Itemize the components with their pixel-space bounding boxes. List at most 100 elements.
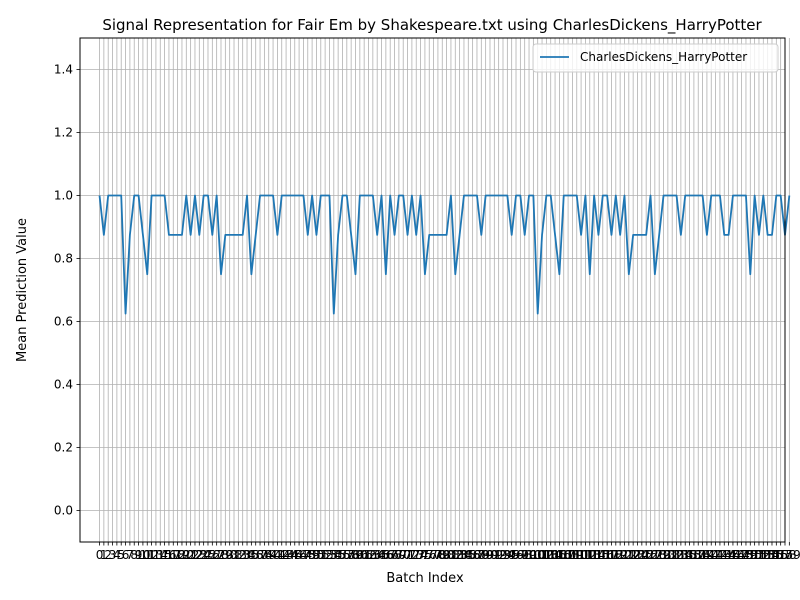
x-tick-label: 86 bbox=[465, 548, 480, 562]
x-tick-label: 138 bbox=[687, 548, 710, 562]
x-tick-label: 77 bbox=[426, 548, 441, 562]
x-tick-label: 49 bbox=[304, 548, 319, 562]
x-tick-label: 33 bbox=[235, 548, 250, 562]
x-tick-label: 27 bbox=[209, 548, 224, 562]
x-tick-label: 119 bbox=[604, 548, 627, 562]
x-tick-label: 67 bbox=[383, 548, 398, 562]
x-tick-label: 103 bbox=[535, 548, 558, 562]
plot-frame bbox=[79, 37, 786, 543]
y-ticks: 0.0 0.2 0.4 0.6 0.8 1.0 1.2 1.4 bbox=[54, 63, 80, 518]
x-tick-label: 133 bbox=[665, 548, 688, 562]
x-tick-label: 134 bbox=[669, 548, 692, 562]
x-tick-label: 19 bbox=[174, 548, 189, 562]
x-tick-label: 6 bbox=[122, 548, 130, 562]
x-tick-label: 56 bbox=[335, 548, 350, 562]
x-tick-label: 72 bbox=[404, 548, 419, 562]
x-tick-label: 144 bbox=[713, 548, 736, 562]
x-tick-label: 44 bbox=[283, 548, 298, 562]
x-tick-label: 64 bbox=[370, 548, 385, 562]
x-tick-label: 127 bbox=[639, 548, 662, 562]
x-tick-label: 157 bbox=[769, 548, 792, 562]
x-tick-label: 37 bbox=[252, 548, 267, 562]
x-tick-label: 94 bbox=[500, 548, 515, 562]
y-tick-label: 1.0 bbox=[54, 189, 73, 203]
x-tick-label: 43 bbox=[278, 548, 293, 562]
x-tick-label: 76 bbox=[422, 548, 437, 562]
x-tick-label: 153 bbox=[752, 548, 775, 562]
x-tick-label: 7 bbox=[126, 548, 134, 562]
x-tick-label: 152 bbox=[748, 548, 771, 562]
y-tick-label: 1.4 bbox=[54, 63, 73, 77]
x-tick-label: 75 bbox=[417, 548, 432, 562]
x-tick-label: 114 bbox=[583, 548, 606, 562]
x-tick-label: 111 bbox=[570, 548, 593, 562]
x-tick-label: 101 bbox=[526, 548, 549, 562]
x-tick-label: 15 bbox=[157, 548, 172, 562]
x-tick-label: 31 bbox=[226, 548, 241, 562]
x-tick-label: 41 bbox=[270, 548, 285, 562]
x-tick-label: 8 bbox=[130, 548, 138, 562]
x-tick-label: 71 bbox=[400, 548, 415, 562]
x-tick-label: 135 bbox=[674, 548, 697, 562]
x-tick-label: 20 bbox=[179, 548, 194, 562]
x-tick-label: 107 bbox=[552, 548, 575, 562]
x-tick-label: 89 bbox=[478, 548, 493, 562]
y-axis-label: Mean Prediction Value bbox=[15, 218, 30, 362]
x-tick-label: 120 bbox=[609, 548, 632, 562]
x-tick-label: 47 bbox=[296, 548, 311, 562]
x-tick-label: 126 bbox=[635, 548, 658, 562]
x-tick-label: 36 bbox=[248, 548, 263, 562]
x-tick-label: 109 bbox=[561, 548, 584, 562]
y-gridlines bbox=[80, 69, 785, 511]
x-tick-label: 13 bbox=[148, 548, 163, 562]
x-tick-label: 149 bbox=[735, 548, 758, 562]
x-tick-label: 48 bbox=[300, 548, 315, 562]
x-tick-label: 137 bbox=[682, 548, 705, 562]
x-tick-label: 108 bbox=[557, 548, 580, 562]
x-tick-label: 136 bbox=[678, 548, 701, 562]
x-tick-label: 70 bbox=[396, 548, 411, 562]
x-tick-label: 112 bbox=[574, 548, 597, 562]
x-tick-label: 65 bbox=[374, 548, 389, 562]
x-tick-label: 59 bbox=[348, 548, 363, 562]
x-tick-label: 132 bbox=[661, 548, 684, 562]
x-tick-label: 4 bbox=[113, 548, 121, 562]
x-tick-label: 81 bbox=[443, 548, 458, 562]
x-tick-label: 26 bbox=[205, 548, 220, 562]
x-tick-label: 28 bbox=[213, 548, 228, 562]
x-tick-label: 116 bbox=[591, 548, 614, 562]
y-tick-label: 0.4 bbox=[54, 378, 73, 392]
x-tick-label: 11 bbox=[140, 548, 155, 562]
x-tick-label: 42 bbox=[274, 548, 289, 562]
x-tick-label: 123 bbox=[622, 548, 645, 562]
x-tick-label: 105 bbox=[544, 548, 567, 562]
x-tick-label: 121 bbox=[613, 548, 636, 562]
x-tick-label: 156 bbox=[765, 548, 788, 562]
x-tick-label: 141 bbox=[700, 548, 723, 562]
x-tick-label: 92 bbox=[491, 548, 506, 562]
y-tick-label: 0.8 bbox=[54, 252, 73, 266]
x-tick-label: 96 bbox=[508, 548, 523, 562]
x-tick-label: 106 bbox=[548, 548, 571, 562]
x-tick-label: 38 bbox=[257, 548, 272, 562]
x-tick-label: 150 bbox=[739, 548, 762, 562]
x-tick-label: 39 bbox=[261, 548, 276, 562]
x-tick-label: 131 bbox=[656, 548, 679, 562]
x-tick-label: 102 bbox=[531, 548, 554, 562]
legend-box bbox=[532, 43, 779, 73]
x-tick-label: 159 bbox=[778, 548, 800, 562]
x-tick-label: 55 bbox=[330, 548, 345, 562]
y-tick-label: 0.0 bbox=[54, 504, 73, 518]
x-tick-label: 91 bbox=[487, 548, 502, 562]
x-tick-label: 73 bbox=[409, 548, 424, 562]
x-tick-label: 142 bbox=[704, 548, 727, 562]
x-tick-label: 80 bbox=[439, 548, 454, 562]
x-tick-label: 158 bbox=[774, 548, 797, 562]
x-tick-label: 100 bbox=[522, 548, 545, 562]
x-tick-label: 97 bbox=[513, 548, 528, 562]
x-tick-label: 12 bbox=[144, 548, 159, 562]
x-tick-label: 140 bbox=[695, 548, 718, 562]
x-tick-label: 147 bbox=[726, 548, 749, 562]
x-tick-label: 14 bbox=[153, 548, 168, 562]
